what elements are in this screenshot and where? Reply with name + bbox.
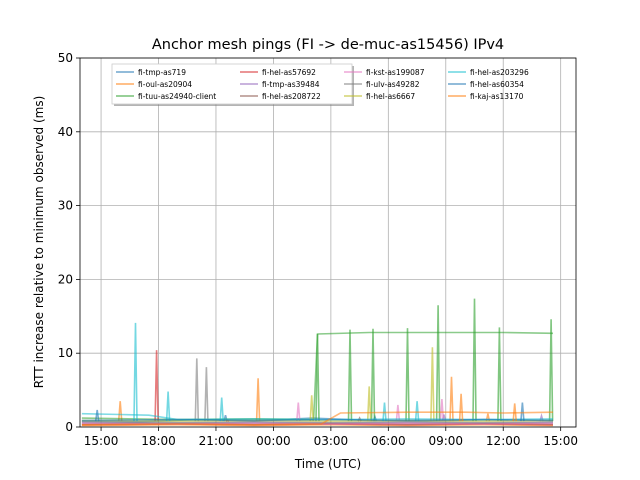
x-tick-label: 09:00 <box>428 434 463 448</box>
series-spike <box>485 413 491 422</box>
series-spike <box>497 327 502 422</box>
legend-label: fi-tuu-as24940-client <box>138 92 216 101</box>
legend-frame <box>111 63 353 105</box>
legend-label: fi-hel-as57692 <box>262 68 316 77</box>
series-spike <box>405 328 410 422</box>
series-spike <box>430 347 435 422</box>
series-spike <box>435 305 441 422</box>
series-line <box>81 420 554 424</box>
series-spike <box>395 404 401 422</box>
legend-item: fi-tmp-as719 <box>116 68 186 77</box>
series-spike <box>154 350 159 422</box>
legend-label: fi-ulv-as49282 <box>366 80 420 89</box>
series-fi-ulv-as49282 <box>81 358 554 424</box>
series-spike <box>366 386 372 422</box>
series-group <box>81 298 554 427</box>
legend-item: fi-hel-as6667 <box>344 92 415 101</box>
series-line <box>81 411 554 426</box>
legend: fi-tmp-as719 fi-oul-as20904 fi-tuu-as24940… <box>111 63 529 106</box>
y-axis: 0 10 20 30 40 50 <box>58 51 80 434</box>
legend-label: fi-kst-as199087 <box>366 68 425 77</box>
x-tick-label: 12:00 <box>486 434 521 448</box>
legend-item: fi-hel-as60354 <box>448 80 524 89</box>
legend-item: fi-tuu-as24940-client <box>116 92 216 101</box>
series-spike <box>472 298 477 422</box>
legend-item: fi-kaj-as13170 <box>448 92 524 101</box>
series-fi-hel-as6667 <box>81 347 554 422</box>
series-spike <box>133 322 138 422</box>
x-tick-label: 06:00 <box>371 434 406 448</box>
legend-item: fi-kst-as199087 <box>344 68 425 77</box>
x-axis: 15:00 18:00 21:00 00:00 03:00 06:00 09:00 12:00… <box>84 427 578 448</box>
series-spike <box>219 397 224 422</box>
y-tick-label: 50 <box>58 51 73 65</box>
series-spike <box>204 367 209 422</box>
series-spike <box>296 402 301 422</box>
series-spike <box>370 328 376 422</box>
series-spike <box>255 378 261 422</box>
y-axis-label: RTT increase relative to minimum observe… <box>32 96 46 389</box>
series-spike <box>439 398 445 422</box>
series-spike <box>382 402 387 422</box>
legend-item: fi-tmp-as39484 <box>240 80 320 89</box>
series-spike <box>94 409 100 422</box>
series-spike <box>309 395 314 422</box>
x-axis-label: Time (UTC) <box>294 457 361 471</box>
series-spike <box>165 391 171 422</box>
legend-label: fi-oul-as20904 <box>138 80 192 89</box>
series-spike <box>414 401 420 422</box>
x-tick-label: 00:00 <box>256 434 291 448</box>
legend-label: fi-kaj-as13170 <box>470 92 524 101</box>
x-tick-label: 15:00 <box>84 434 119 448</box>
legend-label: fi-hel-as6667 <box>366 92 415 101</box>
series-fi-hel-as60354 <box>81 402 554 422</box>
series-spike <box>315 333 320 422</box>
series-spike <box>194 358 200 422</box>
legend-item: fi-hel-as203296 <box>448 68 529 77</box>
chart-title: Anchor mesh pings (FI -> de-muc-as15456)… <box>152 37 504 53</box>
y-tick-label: 10 <box>58 346 73 360</box>
series-line <box>81 419 554 422</box>
series-spike <box>512 403 517 422</box>
legend-item: fi-hel-as57692 <box>240 68 316 77</box>
series-spike <box>520 402 525 422</box>
series-spike <box>347 329 353 422</box>
series-spike <box>449 376 454 422</box>
legend-label: fi-hel-as203296 <box>470 68 529 77</box>
legend-label: fi-tmp-as719 <box>138 68 186 77</box>
plot-frame <box>79 57 577 428</box>
legend-label: fi-tmp-as39484 <box>262 80 320 89</box>
legend-item: fi-ulv-as49282 <box>344 80 420 89</box>
y-tick-label: 0 <box>65 420 73 434</box>
series-spike <box>458 393 464 422</box>
legend-label: fi-hel-as208722 <box>262 92 321 101</box>
x-tick-label: 18:00 <box>141 434 176 448</box>
y-tick-label: 20 <box>58 272 73 286</box>
legend-item: fi-oul-as20904 <box>116 80 192 89</box>
x-tick-label: 21:00 <box>199 434 234 448</box>
x-tick-label: 03:00 <box>314 434 349 448</box>
series-spike <box>548 319 554 422</box>
series-fi-kaj-as13170 <box>81 393 554 426</box>
legend-label: fi-hel-as60354 <box>470 80 524 89</box>
y-tick-label: 40 <box>58 125 73 139</box>
x-tick-label: 15:00 <box>543 434 578 448</box>
series-line <box>81 418 554 422</box>
legend-item: fi-hel-as208722 <box>240 92 321 101</box>
y-tick-label: 30 <box>58 199 73 213</box>
